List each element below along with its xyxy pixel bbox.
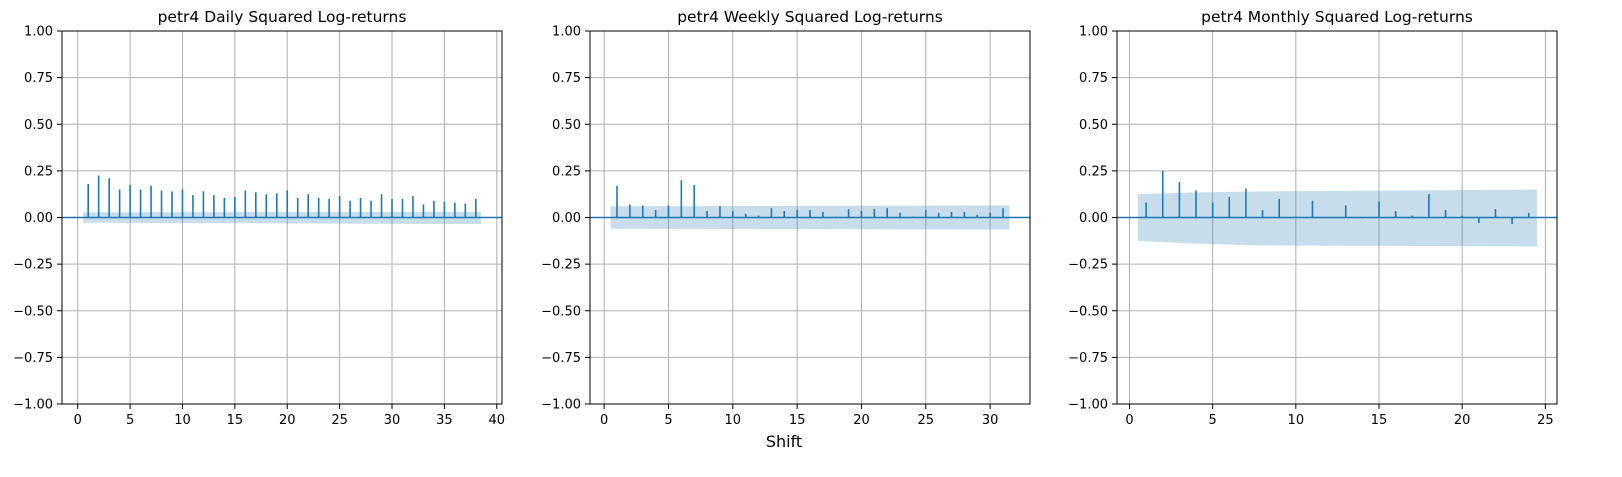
y-tick-label: −0.25 (541, 258, 581, 273)
y-tick-label: −0.75 (541, 351, 581, 366)
y-tick-label: 0.00 (1079, 211, 1108, 226)
y-tick-label: −0.50 (13, 304, 53, 319)
y-tick-label: −0.75 (13, 351, 53, 366)
y-tick-label: −1.00 (541, 398, 581, 413)
y-tick-label: 0.25 (1079, 164, 1108, 179)
axes-frame (1116, 30, 1558, 405)
y-tick-label: −1.00 (1068, 398, 1108, 413)
axes-frame (589, 30, 1031, 405)
x-tick-label: 20 (279, 413, 296, 428)
x-tick-label: 30 (982, 413, 999, 428)
x-tick-label: 20 (853, 413, 870, 428)
y-tick-label: −0.75 (1068, 351, 1108, 366)
y-tick-label: 0.75 (24, 71, 53, 86)
x-tick-label: 40 (488, 413, 505, 428)
x-tick-label: 10 (725, 413, 742, 428)
x-tick-label: 25 (1537, 413, 1554, 428)
panel-title: petr4 Weekly Squared Log-returns (677, 8, 943, 26)
x-tick-label: 25 (918, 413, 935, 428)
x-tick-label: 30 (384, 413, 401, 428)
x-tick-label: 35 (436, 413, 453, 428)
y-tick-label: 0.50 (552, 118, 581, 133)
y-tick-label: −0.25 (1068, 258, 1108, 273)
panel-title: petr4 Monthly Squared Log-returns (1201, 8, 1473, 26)
axes-frame (61, 30, 503, 405)
y-tick-label: 0.25 (24, 164, 53, 179)
figure-x-axis-label: Shift (766, 432, 802, 451)
y-tick-label: 1.00 (24, 25, 53, 40)
x-tick-label: 5 (126, 413, 134, 428)
y-tick-label: 0.25 (552, 164, 581, 179)
y-tick-label: 0.50 (1079, 118, 1108, 133)
y-tick-label: −1.00 (13, 398, 53, 413)
panel-title: petr4 Daily Squared Log-returns (158, 8, 407, 26)
x-tick-label: 5 (664, 413, 672, 428)
y-tick-label: −0.50 (541, 304, 581, 319)
acf-panel-weekly: 0 5 10 15 20 25 30 1.00 0.75 0.50 0.25 0.00 −0.25 −0.… (541, 8, 1031, 428)
acf-panel-daily: 0 5 10 15 20 25 30 35 40 1.00 0.75 0.50 0.25 0.00 −0.2… (13, 8, 505, 428)
x-tick-label: 0 (1125, 413, 1133, 428)
x-tick-label: 25 (331, 413, 348, 428)
acf-panel-monthly: 0 5 10 15 20 25 1.00 0.75 0.50 0.25 0.00 −0.25 −0.50… (1068, 8, 1558, 428)
x-tick-label: 0 (600, 413, 608, 428)
x-tick-label: 10 (1288, 413, 1305, 428)
y-tick-label: −0.25 (13, 258, 53, 273)
y-tick-label: 1.00 (1079, 25, 1108, 40)
y-tick-label: 0.75 (1079, 71, 1108, 86)
y-tick-label: 1.00 (552, 25, 581, 40)
y-tick-label: 0.50 (24, 118, 53, 133)
x-tick-label: 20 (1454, 413, 1471, 428)
x-tick-label: 10 (174, 413, 191, 428)
y-tick-label: −0.50 (1068, 304, 1108, 319)
x-tick-label: 15 (789, 413, 806, 428)
y-tick-label: 0.00 (552, 211, 581, 226)
x-tick-label: 15 (227, 413, 244, 428)
y-tick-label: 0.75 (552, 71, 581, 86)
x-tick-label: 15 (1371, 413, 1388, 428)
x-tick-label: 0 (74, 413, 82, 428)
x-tick-label: 5 (1209, 413, 1217, 428)
y-tick-label: 0.00 (24, 211, 53, 226)
